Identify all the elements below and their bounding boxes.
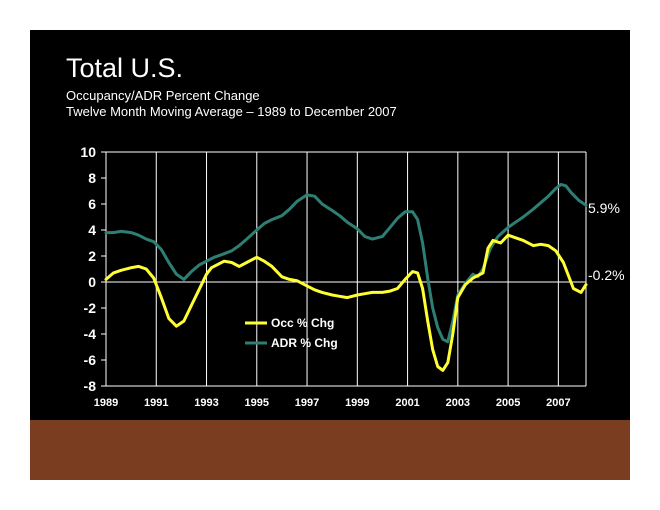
slide: Total U.S. Occupancy/ADR Percent Change …	[30, 30, 630, 480]
x-tick-label: 2005	[496, 397, 520, 409]
chart-grid	[105, 151, 587, 386]
y-tick-label: 10	[80, 144, 96, 160]
x-tick-label: 1999	[345, 397, 369, 409]
adr-series-line	[104, 183, 588, 344]
x-tick-label: 1991	[144, 397, 168, 409]
occ-series-line	[104, 233, 588, 372]
x-tick-label: 2007	[546, 397, 570, 409]
x-tick-label: 1993	[194, 397, 218, 409]
y-tick-label: 4	[88, 222, 96, 238]
x-tick-label: 1997	[295, 397, 319, 409]
slide-subtitle-metric: Occupancy/ADR Percent Change	[66, 88, 260, 103]
end-value-label: -0.2%	[588, 267, 625, 283]
x-tick-label: 2003	[446, 397, 470, 409]
line-chart: 1989 1991 1993 1995 1997 1999 2001 2003 2005 2007…	[80, 144, 625, 409]
chart-labels: 5.9% -0.2%	[588, 200, 625, 283]
y-tick-label: 0	[88, 274, 96, 290]
slide-title: Total U.S.	[66, 53, 184, 83]
y-tick-label: 6	[88, 196, 96, 212]
chart-axes: 1989 1991 1993 1995 1997 1999 2001 2003 2005 2007…	[80, 144, 586, 409]
legend-label: ADR % Chg	[271, 336, 338, 350]
y-tick-label: -4	[84, 326, 97, 342]
x-tick-label: 1995	[245, 397, 269, 409]
chart-legend: Occ % Chg ADR % Chg	[245, 316, 338, 350]
y-tick-label: -6	[84, 352, 97, 368]
y-tick-label: -8	[84, 378, 97, 394]
end-value-label: 5.9%	[588, 200, 620, 216]
y-tick-label: -2	[84, 300, 97, 316]
x-tick-label: 1989	[94, 397, 118, 409]
chart-series	[104, 183, 588, 372]
x-tick-label: 2001	[395, 397, 419, 409]
slide-subtitle-period: Twelve Month Moving Average – 1989 to De…	[66, 104, 397, 119]
y-tick-label: 2	[88, 248, 96, 264]
legend-label: Occ % Chg	[271, 316, 334, 330]
y-tick-label: 8	[88, 170, 96, 186]
footer-band	[30, 420, 630, 480]
